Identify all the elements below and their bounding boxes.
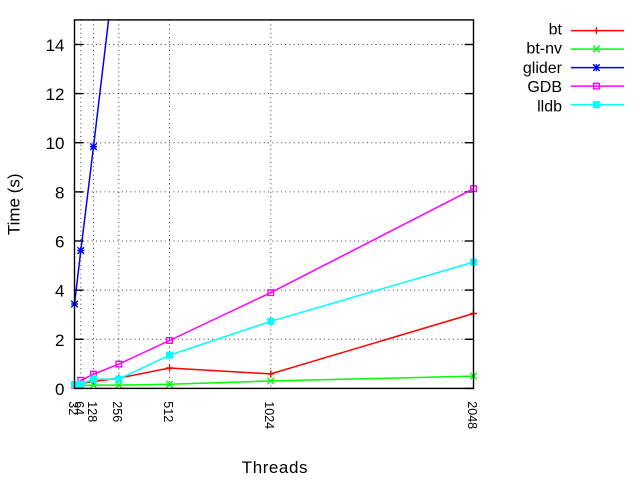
svg-text:256: 256 [110,401,124,422]
svg-text:14: 14 [46,36,65,55]
svg-text:12: 12 [46,85,65,104]
svg-text:Time (s): Time (s) [5,173,24,235]
svg-text:128: 128 [85,401,99,422]
svg-text:lldb: lldb [537,98,562,115]
svg-text:bt-nv: bt-nv [526,41,562,58]
svg-text:4: 4 [55,282,64,301]
svg-text:512: 512 [161,401,175,422]
svg-text:10: 10 [46,134,65,153]
svg-text:6: 6 [55,233,64,252]
svg-text:bt: bt [549,21,563,38]
svg-text:1024: 1024 [262,401,276,429]
svg-text:0: 0 [55,380,64,399]
svg-text:8: 8 [55,183,64,202]
svg-text:2048: 2048 [465,401,479,429]
svg-text:64: 64 [72,401,86,415]
svg-text:Threads: Threads [242,458,308,477]
svg-text:glider: glider [523,60,563,77]
svg-text:GDB: GDB [527,79,562,96]
svg-text:32: 32 [66,401,80,415]
svg-text:2: 2 [55,331,64,350]
